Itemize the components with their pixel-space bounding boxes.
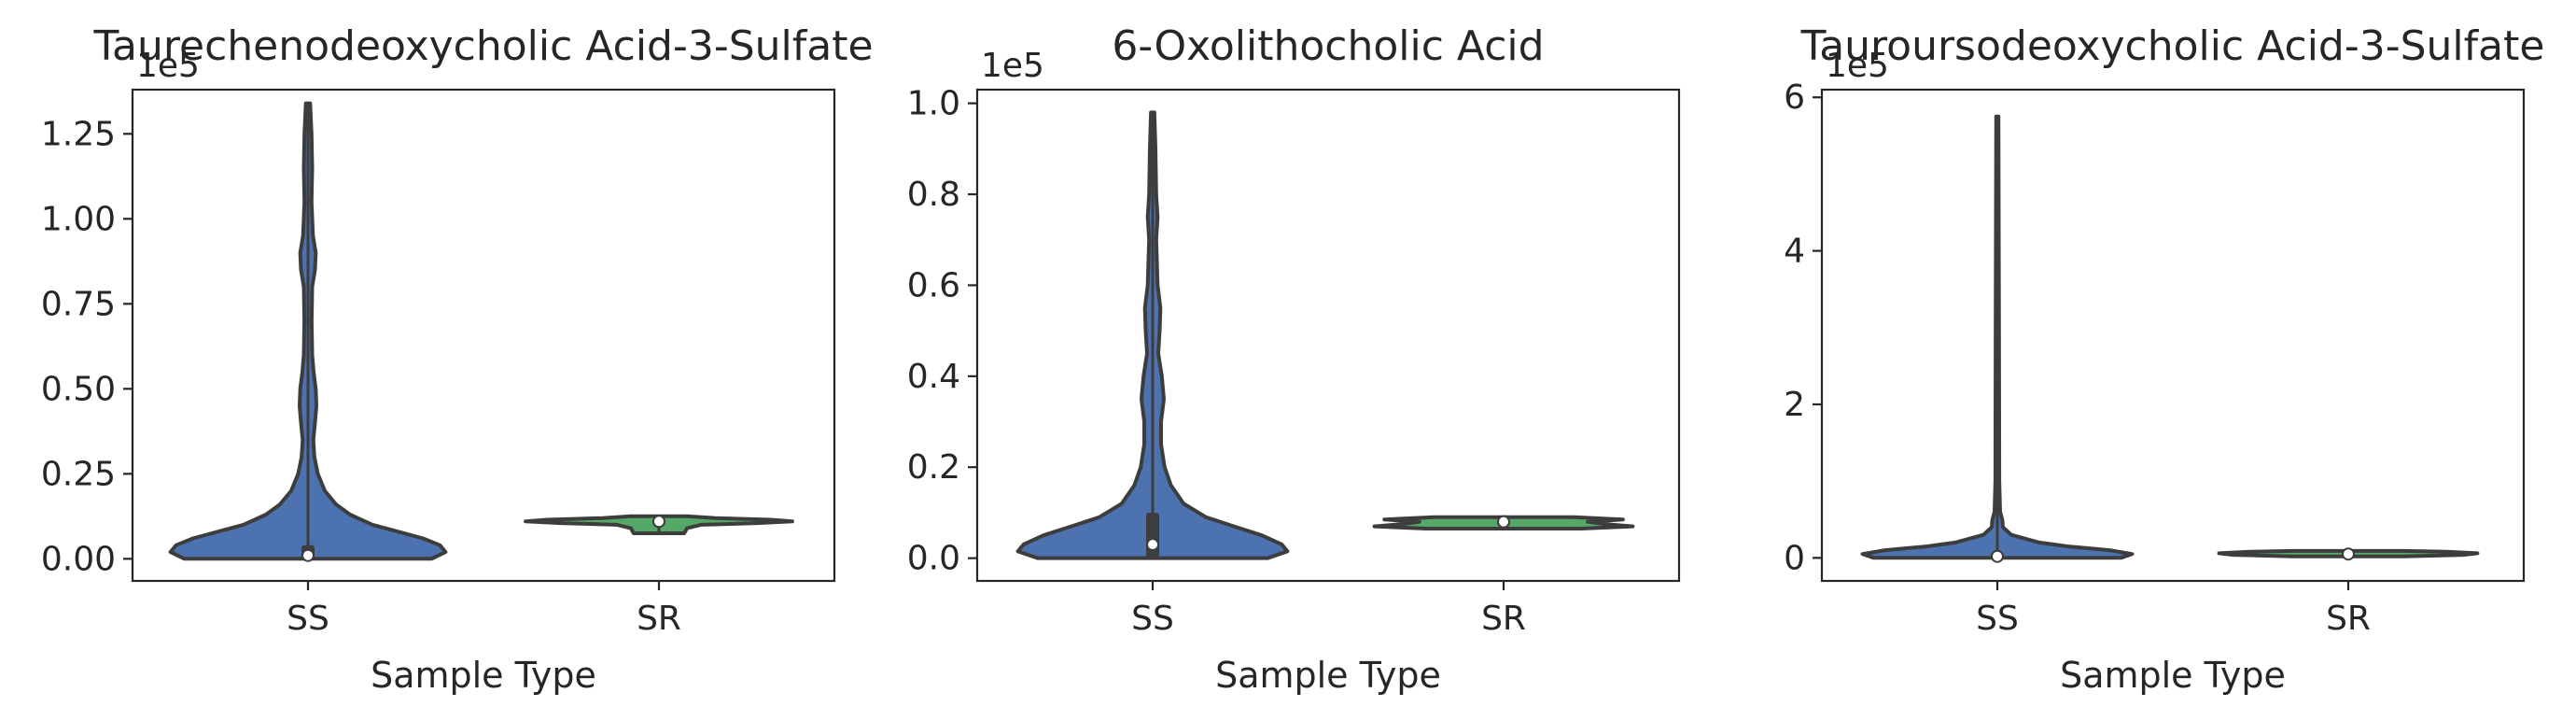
y-tick-label: 0.50 [41,370,116,408]
panel-3: 0 2 4 6 SS SR Tauroursodeoxycholic Acid-3-Su… [1784,22,2544,696]
x-tick-label-sr: SR [637,600,681,638]
x-tick-label-sr: SR [2326,600,2371,638]
y-tick-label: 0.4 [907,358,960,396]
y-tick-label: 0.75 [41,285,116,323]
y-tick-label: 0.8 [907,176,960,214]
panel-3-title: Tauroursodeoxycholic Acid-3-Sulfate [1800,22,2545,70]
median-marker-ss [301,548,315,562]
panel-1-x-ticks: SS SR [287,581,681,638]
panel-3-axes-frame [1820,88,2526,583]
panel-3-x-ticks: SS SR [1976,581,2371,638]
median-marker-ss [1991,549,2004,563]
x-tick-label-ss: SS [1131,600,1174,638]
panel-3-y-offset-label: 1e5 [1826,47,1889,85]
panel-1-y-offset-label: 1e5 [136,47,200,85]
x-tick-label-ss: SS [1976,600,2019,638]
median-marker-ss [1146,538,1159,552]
panel-2-title: 6-Oxolithocholic Acid [1112,22,1544,70]
median-marker-sr [652,515,665,529]
y-tick-label: 2 [1784,386,1805,424]
panel-2-x-axis-label: Sample Type [1215,655,1441,696]
panel-1: 0.00 0.25 0.50 0.75 1.00 1.25 SS SR Taurecheno… [41,22,874,696]
y-tick-label: 1.25 [41,115,116,153]
x-tick-label-sr: SR [1481,600,1526,638]
panel-1-title: Taurechenodeoxycholic Acid-3-Sulfate [92,22,873,70]
y-tick-label: 0.00 [41,540,116,578]
median-marker-sr [2342,547,2355,561]
panel-3-violins [1860,114,2480,563]
panel-2-violins [1015,110,1635,560]
median-marker-sr [1497,515,1510,529]
panel-3-x-axis-label: Sample Type [2060,655,2286,696]
iqr-box-ss [1146,512,1159,558]
panel-2-y-ticks: 0.0 0.2 0.4 0.6 0.8 1.0 [907,85,977,578]
y-tick-label: 6 [1784,78,1805,117]
y-tick-label: 0.2 [907,448,960,487]
x-tick-label-ss: SS [287,600,329,638]
y-tick-label: 0.0 [907,540,960,578]
y-tick-label: 0.6 [907,266,960,304]
panel-1-axes-frame [131,88,836,583]
panel-2-axes-frame [975,88,1681,583]
panel-2-y-offset-label: 1e5 [981,47,1044,85]
y-tick-label: 0.25 [41,455,116,493]
y-tick-label: 4 [1784,233,1805,271]
panel-1-y-ticks: 0.00 0.25 0.50 0.75 1.00 1.25 [41,115,133,578]
panel-1-x-axis-label: Sample Type [371,655,596,696]
y-tick-label: 0 [1784,539,1805,577]
panel-2: 0.0 0.2 0.4 0.6 0.8 1.0 SS SR 6-Oxolithocholic… [907,22,1681,696]
y-tick-label: 1.00 [41,200,116,238]
panel-1-violins [168,101,794,562]
y-tick-label: 1.0 [907,85,960,123]
panel-3-y-ticks: 0 2 4 6 [1784,78,1822,577]
panel-2-x-ticks: SS SR [1131,581,1526,638]
